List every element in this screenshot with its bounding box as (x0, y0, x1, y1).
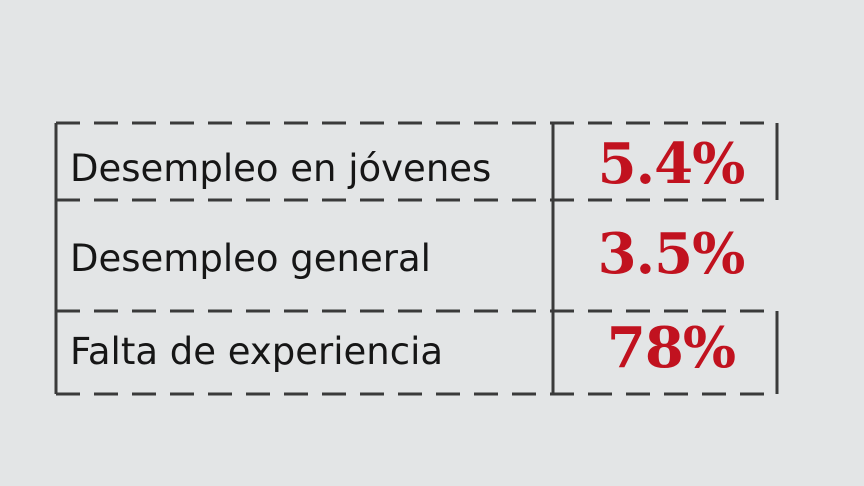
table-row-value: 3.5% (597, 221, 746, 287)
table-row-label: Desempleo en jóvenes (70, 147, 492, 190)
table-row-label: Falta de experiencia (70, 330, 444, 373)
table-row-value: 5.4% (597, 131, 746, 197)
table-row-label: Desempleo general (70, 237, 431, 280)
table-row-value: 78% (606, 315, 736, 381)
